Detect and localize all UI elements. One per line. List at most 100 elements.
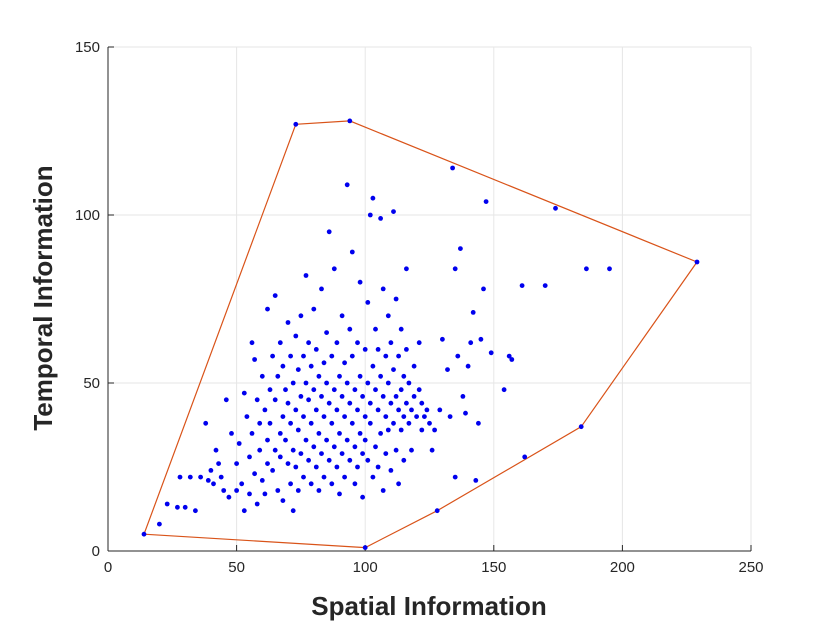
data-point <box>344 182 350 188</box>
data-point <box>313 407 319 413</box>
data-point <box>473 478 479 483</box>
data-point <box>272 447 278 453</box>
data-point <box>352 444 358 450</box>
data-point <box>308 363 314 369</box>
data-point <box>380 488 386 493</box>
data-point <box>262 491 268 497</box>
data-point <box>303 437 309 443</box>
data-point <box>277 340 283 346</box>
data-point <box>378 216 383 221</box>
data-point <box>277 431 283 436</box>
data-point <box>321 474 327 480</box>
data-point <box>349 353 355 359</box>
x-tick-label: 250 <box>738 559 763 576</box>
data-point <box>506 353 512 359</box>
data-point <box>362 545 368 550</box>
data-point <box>234 488 240 493</box>
data-point <box>295 427 301 433</box>
data-point <box>367 212 373 218</box>
data-point <box>337 373 342 379</box>
data-point <box>321 414 327 419</box>
data-point <box>432 427 437 433</box>
data-point <box>607 266 612 272</box>
data-point <box>429 447 435 453</box>
data-point <box>584 266 589 272</box>
data-point <box>360 494 365 500</box>
data-point <box>329 481 335 487</box>
data-point <box>393 447 399 453</box>
data-point <box>267 387 273 393</box>
data-point <box>288 420 293 426</box>
data-point <box>337 491 342 497</box>
data-point <box>445 367 450 372</box>
data-point <box>321 360 327 366</box>
data-point <box>337 431 342 436</box>
data-point <box>694 259 700 265</box>
data-point <box>257 420 263 426</box>
data-point <box>463 410 468 416</box>
data-point <box>326 400 332 406</box>
data-point <box>360 394 365 399</box>
data-point <box>241 390 247 396</box>
data-point <box>334 464 340 470</box>
data-point <box>419 427 425 433</box>
data-point <box>211 481 216 487</box>
data-point <box>306 397 311 403</box>
data-point <box>306 457 311 463</box>
data-point <box>244 414 250 419</box>
data-point <box>378 431 383 436</box>
x-tick-label: 150 <box>481 559 506 576</box>
data-point <box>308 481 314 487</box>
data-point <box>404 400 409 406</box>
data-point <box>401 457 407 463</box>
data-point <box>414 414 419 419</box>
data-point <box>208 468 214 473</box>
data-point <box>295 367 301 372</box>
data-point <box>355 464 360 470</box>
data-point <box>422 414 427 419</box>
data-point <box>213 447 219 453</box>
data-point <box>553 205 558 211</box>
data-point <box>252 471 257 477</box>
data-point <box>398 387 404 393</box>
data-point <box>223 397 229 403</box>
data-point <box>324 380 329 386</box>
data-point <box>483 199 489 205</box>
data-point <box>396 353 401 359</box>
data-point <box>409 447 414 453</box>
data-point <box>398 427 404 433</box>
data-point <box>141 531 147 537</box>
y-tick-label: 100 <box>75 207 100 224</box>
data-point <box>316 488 322 493</box>
data-point <box>578 424 584 430</box>
data-point <box>357 373 363 379</box>
convex-hull-line <box>143 120 698 549</box>
data-point <box>465 363 471 369</box>
data-point <box>357 279 363 285</box>
data-point <box>476 420 481 426</box>
data-point <box>193 508 198 514</box>
data-point <box>385 313 391 319</box>
data-point <box>313 347 319 352</box>
data-point <box>329 353 335 359</box>
data-point <box>239 481 245 487</box>
data-point <box>355 407 360 413</box>
data-point <box>331 444 337 450</box>
data-point <box>468 340 474 346</box>
data-point <box>383 451 389 456</box>
data-point <box>455 353 461 359</box>
data-point <box>326 457 332 463</box>
data-point <box>391 420 396 426</box>
data-point <box>247 491 252 497</box>
data-point <box>367 420 373 426</box>
data-point <box>288 353 293 359</box>
data-point <box>344 380 350 386</box>
data-point <box>383 414 389 419</box>
data-point <box>452 266 458 272</box>
data-point <box>272 397 278 403</box>
data-point <box>375 347 381 352</box>
data-point <box>365 300 371 305</box>
data-point <box>342 474 347 480</box>
data-point <box>277 454 283 460</box>
